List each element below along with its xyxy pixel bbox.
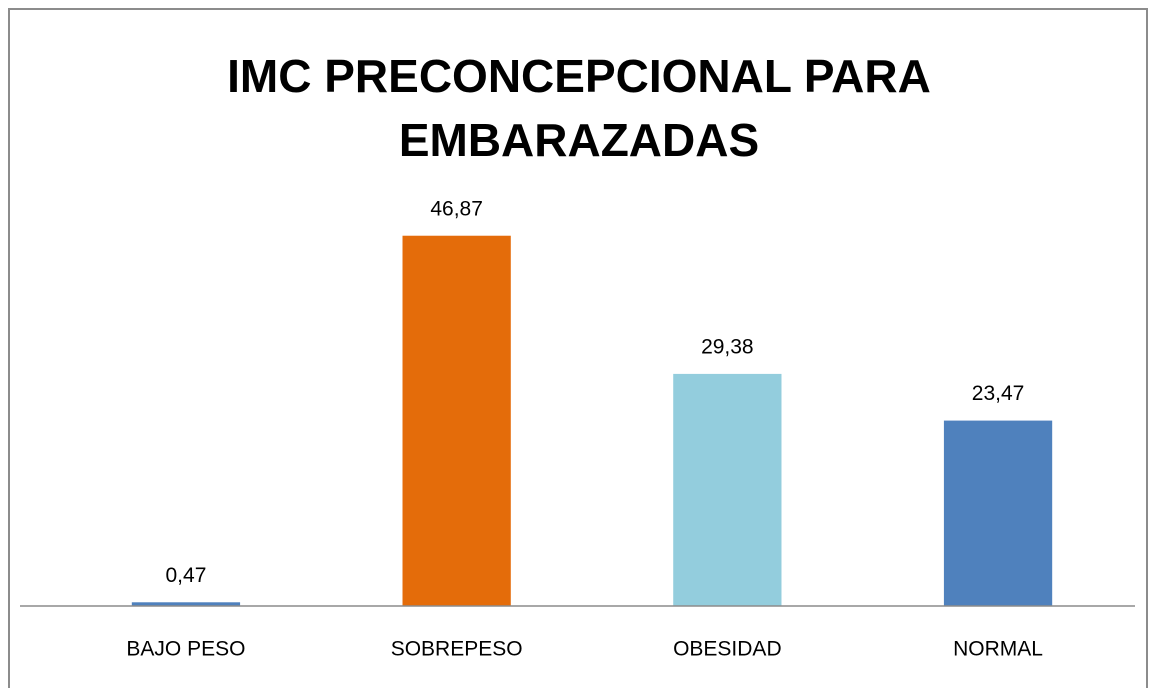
chart-frame — [8, 8, 1148, 688]
bar — [673, 373, 782, 606]
x-tick-label: SOBREPESO — [391, 638, 523, 661]
x-tick-label: OBESIDAD — [673, 638, 782, 661]
x-tick-label: NORMAL — [953, 638, 1043, 661]
chart-title: IMC PRECONCEPCIONAL PARA EMBARAZADAS — [227, 50, 931, 166]
bar — [131, 602, 241, 606]
value-label: 0,47 — [166, 564, 207, 587]
bar — [943, 420, 1053, 606]
value-label: 23,47 — [972, 382, 1025, 405]
x-tick-label: BAJO PESO — [126, 638, 245, 661]
value-label: 29,38 — [701, 335, 754, 358]
bar — [402, 235, 511, 607]
value-label: 46,87 — [430, 197, 483, 220]
